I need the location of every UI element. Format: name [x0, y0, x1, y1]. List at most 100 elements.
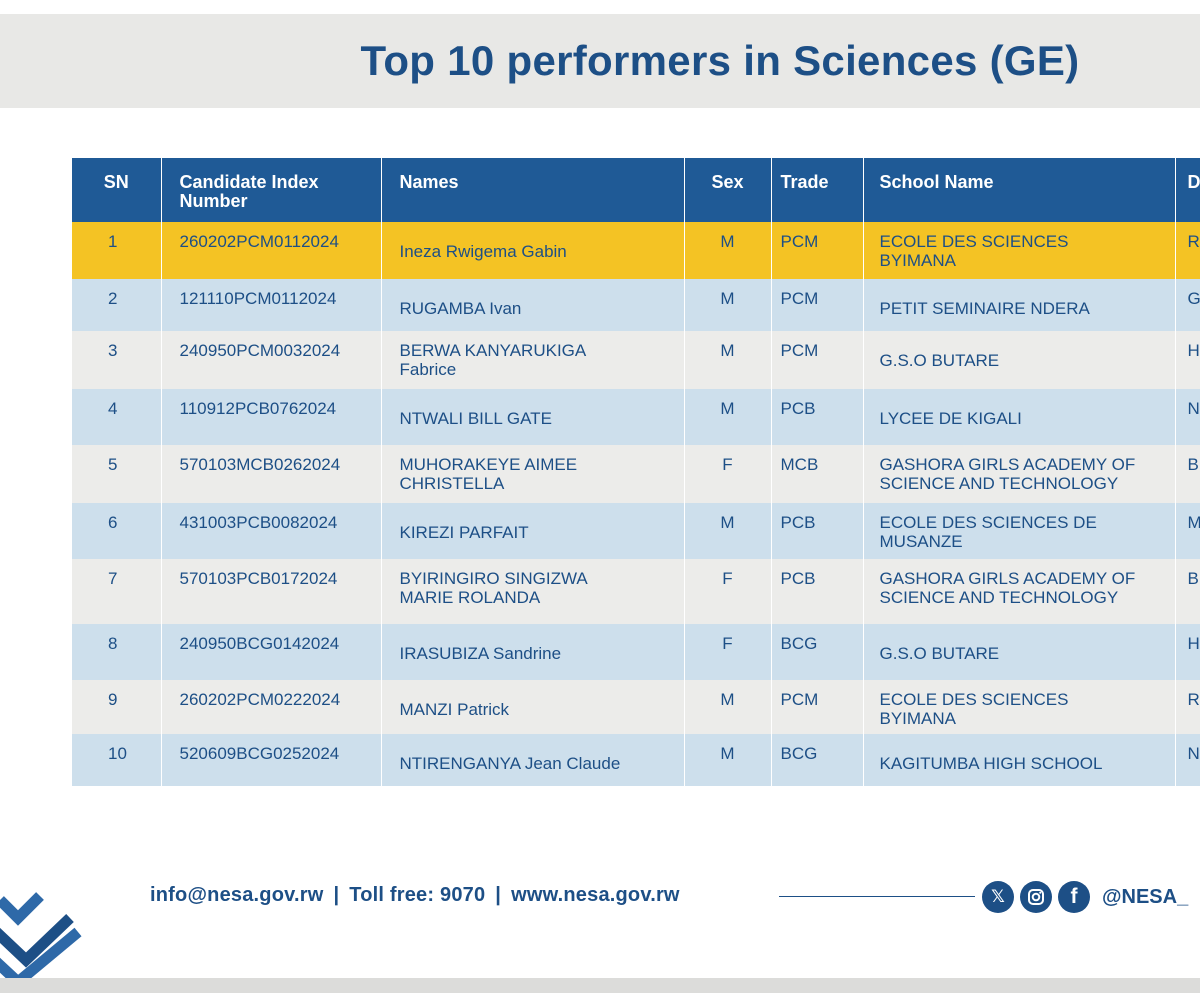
cell-sn: 10 — [72, 734, 162, 786]
cell-district: G — [1175, 279, 1200, 331]
cell-index: 121110PCM0112024 — [161, 279, 382, 331]
cell-index: 520609BCG0252024 — [161, 734, 382, 786]
title-band — [0, 14, 1200, 108]
social-links: 𝕏 f @NESA_ — [982, 880, 1188, 914]
index-value: 431003PCB0082024 — [179, 513, 338, 532]
sex-value: M — [720, 232, 735, 251]
trade-value: PCM — [780, 690, 819, 709]
sex-value: M — [720, 399, 735, 418]
table-row: 7 570103PCB0172024 BYIRINGIRO SINGIZWA MARI… — [72, 559, 1200, 624]
cell-district: R — [1175, 680, 1200, 734]
cell-trade: BCG — [771, 734, 864, 786]
footer-divider — [779, 896, 975, 897]
page-title: Top 10 performers in Sciences (GE) — [360, 37, 1080, 84]
name-line1: BYIRINGIRO SINGIZWA — [399, 569, 588, 588]
header-names: Names — [381, 158, 685, 222]
index-value: 260202PCM0222024 — [179, 690, 341, 709]
table-row: 6 431003PCB0082024 KIREZI PARFAIT M PCB ECOLE… — [72, 503, 1200, 559]
header-district: D — [1175, 158, 1200, 222]
cell-index: 570103PCB0172024 — [161, 559, 382, 624]
school-line1: GASHORA GIRLS ACADEMY OF — [879, 569, 1136, 588]
header-school: School Name — [863, 158, 1176, 222]
cell-name: MANZI Patrick — [381, 680, 685, 734]
cell-district: M — [1175, 503, 1200, 559]
index-value: 520609BCG0252024 — [179, 744, 340, 763]
cell-name: Ineza Rwigema Gabin — [381, 222, 685, 279]
index-value: 240950PCM0032024 — [179, 341, 341, 360]
cell-sex: F — [684, 624, 772, 680]
cell-district: N — [1175, 734, 1200, 786]
index-value: 110912PCB0762024 — [179, 399, 337, 418]
trade-value: MCB — [780, 455, 819, 474]
cell-trade: PCM — [771, 331, 864, 389]
sn-value: 7 — [108, 569, 118, 588]
cell-trade: PCB — [771, 389, 864, 445]
nesa-logo-icon — [0, 892, 82, 980]
toll-free: Toll free: 9070 — [349, 884, 486, 906]
sex-value: F — [722, 634, 733, 653]
sn-value: 8 — [108, 634, 118, 653]
header-index-line2: Number — [179, 191, 248, 211]
school-line1: G.S.O BUTARE — [879, 351, 1000, 370]
trade-value: PCM — [780, 232, 819, 251]
sex-value: M — [720, 513, 735, 532]
trade-value: PCB — [780, 399, 816, 418]
district-value: N — [1187, 399, 1200, 418]
separator: | — [333, 884, 340, 906]
cell-sex: M — [684, 389, 772, 445]
sn-value: 2 — [108, 289, 118, 308]
facebook-icon[interactable]: f — [1058, 881, 1090, 913]
table-row: 8 240950BCG0142024 IRASUBIZA Sandrine F BCG G… — [72, 624, 1200, 680]
sn-value: 4 — [108, 399, 118, 418]
cell-trade: PCM — [771, 279, 864, 331]
sex-value: F — [722, 455, 733, 474]
cell-trade: BCG — [771, 624, 864, 680]
sn-value: 10 — [108, 744, 127, 763]
header-sex: Sex — [684, 158, 772, 222]
cell-sn: 8 — [72, 624, 162, 680]
sex-value: M — [720, 690, 735, 709]
trade-value: PCM — [780, 289, 819, 308]
school-line1: GASHORA GIRLS ACADEMY OF — [879, 455, 1136, 474]
cell-district: R — [1175, 222, 1200, 279]
social-handle[interactable]: @NESA_ — [1102, 885, 1189, 908]
separator: | — [495, 884, 502, 906]
school-line2: BYIMANA — [879, 709, 957, 728]
cell-school: G.S.O BUTARE — [863, 331, 1176, 389]
results-table-wrapper: SN Candidate Index Number Names Sex Trade… — [72, 158, 1200, 786]
cell-school: G.S.O BUTARE — [863, 624, 1176, 680]
cell-index: 260202PCM0112024 — [161, 222, 382, 279]
cell-trade: PCB — [771, 559, 864, 624]
sex-value: M — [720, 744, 735, 763]
footer: info@nesa.gov.rw | Toll free: 9070 | www.nes… — [0, 860, 1200, 980]
website-link[interactable]: www.nesa.gov.rw — [511, 884, 680, 906]
cell-index: 431003PCB0082024 — [161, 503, 382, 559]
instagram-icon[interactable] — [1020, 881, 1052, 913]
school-line1: PETIT SEMINAIRE NDERA — [879, 299, 1090, 318]
cell-sex: M — [684, 503, 772, 559]
cell-name: MUHORAKEYE AIMEE CHRISTELLA — [381, 445, 685, 503]
contact-email[interactable]: info@nesa.gov.rw — [150, 884, 324, 906]
cell-trade: PCM — [771, 222, 864, 279]
cell-district: B — [1175, 559, 1200, 624]
sn-value: 1 — [108, 232, 118, 251]
cell-school: ECOLE DES SCIENCES DE MUSANZE — [863, 503, 1176, 559]
cell-district: N — [1175, 389, 1200, 445]
cell-school: ECOLE DES SCIENCES BYIMANA — [863, 222, 1176, 279]
name-line2: Fabrice — [399, 360, 457, 379]
name-line1: BERWA KANYARUKIGA — [399, 341, 587, 360]
cell-sex: M — [684, 734, 772, 786]
sn-value: 5 — [108, 455, 118, 474]
index-value: 240950BCG0142024 — [179, 634, 340, 653]
name-line1: RUGAMBA Ivan — [399, 299, 522, 318]
sex-value: M — [720, 341, 735, 360]
contact-line: info@nesa.gov.rw | Toll free: 9070 | www.nes… — [150, 884, 680, 907]
x-twitter-icon[interactable]: 𝕏 — [982, 881, 1014, 913]
name-line1: KIREZI PARFAIT — [399, 523, 529, 542]
cell-district: B — [1175, 445, 1200, 503]
district-value: R — [1187, 232, 1200, 251]
cell-name: KIREZI PARFAIT — [381, 503, 685, 559]
table-row: 5 570103MCB0262024 MUHORAKEYE AIMEE CHRISTE… — [72, 445, 1200, 503]
cell-sex: M — [684, 680, 772, 734]
sn-value: 6 — [108, 513, 118, 532]
